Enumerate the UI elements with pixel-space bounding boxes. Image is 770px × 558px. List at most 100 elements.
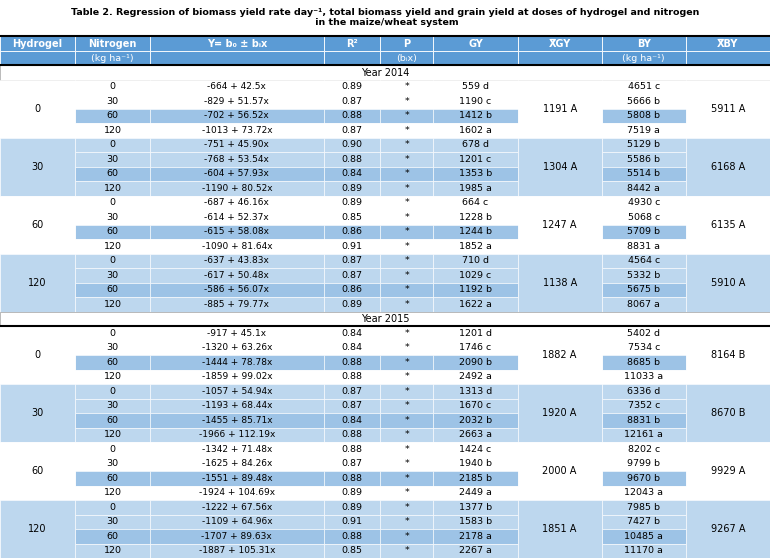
Text: Hydrogel: Hydrogel (12, 39, 62, 49)
Text: Nitrogen: Nitrogen (89, 39, 136, 49)
Text: *: * (404, 242, 410, 251)
Text: 710 d: 710 d (462, 257, 489, 266)
Text: 0.89: 0.89 (342, 83, 363, 92)
Bar (323, 543, 380, 558)
Text: 1353 b: 1353 b (459, 170, 492, 179)
Bar (434, 500, 517, 514)
Bar (75, 80, 150, 94)
Bar (150, 398, 323, 413)
Bar (601, 384, 686, 398)
Text: 1412 b: 1412 b (459, 112, 492, 121)
Text: 0.88: 0.88 (342, 155, 363, 164)
Bar (323, 297, 380, 311)
Bar (380, 297, 434, 311)
Text: 8164 B: 8164 B (711, 350, 745, 360)
Bar (323, 413, 380, 427)
Text: *: * (404, 141, 410, 150)
Text: -751 + 45.90x: -751 + 45.90x (204, 141, 270, 150)
Text: -1222 + 67.56x: -1222 + 67.56x (202, 503, 272, 512)
Text: 60: 60 (106, 228, 119, 237)
Bar (517, 36, 601, 51)
Text: 0: 0 (109, 503, 116, 512)
Bar (75, 471, 150, 485)
Bar (75, 485, 150, 500)
Bar (686, 80, 770, 138)
Text: 1424 c: 1424 c (460, 445, 492, 454)
Text: -617 + 50.48x: -617 + 50.48x (204, 271, 270, 280)
Text: 120: 120 (103, 300, 122, 309)
Text: -615 + 58.08x: -615 + 58.08x (204, 228, 270, 237)
Text: 5808 b: 5808 b (628, 112, 661, 121)
Bar (601, 210, 686, 225)
Text: -917 + 45.1x: -917 + 45.1x (207, 329, 266, 338)
Bar (601, 109, 686, 123)
Bar (75, 239, 150, 254)
Text: *: * (404, 503, 410, 512)
Text: *: * (404, 184, 410, 193)
Bar (434, 427, 517, 442)
Bar (380, 94, 434, 109)
Text: -1924 + 104.69x: -1924 + 104.69x (199, 488, 275, 497)
Text: 10485 a: 10485 a (624, 532, 663, 541)
Text: *: * (404, 401, 410, 410)
Text: 0.88: 0.88 (342, 358, 363, 367)
Bar (150, 225, 323, 239)
Text: 120: 120 (28, 524, 47, 534)
Bar (150, 529, 323, 543)
Bar (601, 500, 686, 514)
Bar (150, 210, 323, 225)
Text: 1244 b: 1244 b (459, 228, 492, 237)
Text: 0.89: 0.89 (342, 184, 363, 193)
Bar (380, 80, 434, 94)
Bar (0, 138, 75, 196)
Bar (686, 254, 770, 311)
Bar (686, 196, 770, 254)
Text: 1201 c: 1201 c (460, 155, 492, 164)
Text: 1852 a: 1852 a (459, 242, 492, 251)
Bar (75, 254, 150, 268)
Bar (601, 485, 686, 500)
Text: 1670 c: 1670 c (460, 401, 492, 410)
Text: 2178 a: 2178 a (459, 532, 492, 541)
Text: 0: 0 (109, 257, 116, 266)
Text: Table 2. Regression of biomass yield rate day⁻¹, total biomass yield and grain y: Table 2. Regression of biomass yield rat… (71, 8, 699, 17)
Text: 2032 b: 2032 b (459, 416, 492, 425)
Text: 11033 a: 11033 a (624, 372, 664, 381)
Bar (323, 167, 380, 181)
Bar (380, 181, 434, 196)
Bar (434, 167, 517, 181)
Text: 120: 120 (103, 430, 122, 439)
Text: *: * (404, 155, 410, 164)
Bar (686, 51, 770, 65)
Bar (601, 196, 686, 210)
Bar (323, 51, 380, 65)
Text: -687 + 46.16x: -687 + 46.16x (204, 199, 270, 208)
Text: *: * (404, 445, 410, 454)
Text: *: * (404, 517, 410, 526)
Text: -1109 + 64.96x: -1109 + 64.96x (202, 517, 272, 526)
Text: *: * (404, 126, 410, 135)
Bar (323, 254, 380, 268)
Bar (380, 268, 434, 283)
Bar (150, 181, 323, 196)
Text: Year 2014: Year 2014 (361, 68, 409, 78)
Text: 8670 B: 8670 B (711, 408, 745, 418)
Text: 8685 b: 8685 b (628, 358, 661, 367)
Bar (150, 80, 323, 94)
Bar (75, 36, 150, 51)
Bar (150, 500, 323, 514)
Bar (0, 326, 75, 384)
Bar (150, 369, 323, 384)
Text: -1190 + 80.52x: -1190 + 80.52x (202, 184, 272, 193)
Text: 5068 c: 5068 c (628, 213, 660, 222)
Bar (323, 196, 380, 210)
Text: -1707 + 89.63x: -1707 + 89.63x (202, 532, 273, 541)
Text: 2492 a: 2492 a (459, 372, 492, 381)
Text: (bᵢx): (bᵢx) (397, 54, 417, 62)
Text: 1201 d: 1201 d (459, 329, 492, 338)
Text: 120: 120 (103, 546, 122, 555)
Bar (517, 384, 601, 442)
Text: -829 + 51.57x: -829 + 51.57x (204, 97, 270, 106)
Bar (323, 181, 380, 196)
Text: 0.88: 0.88 (342, 445, 363, 454)
